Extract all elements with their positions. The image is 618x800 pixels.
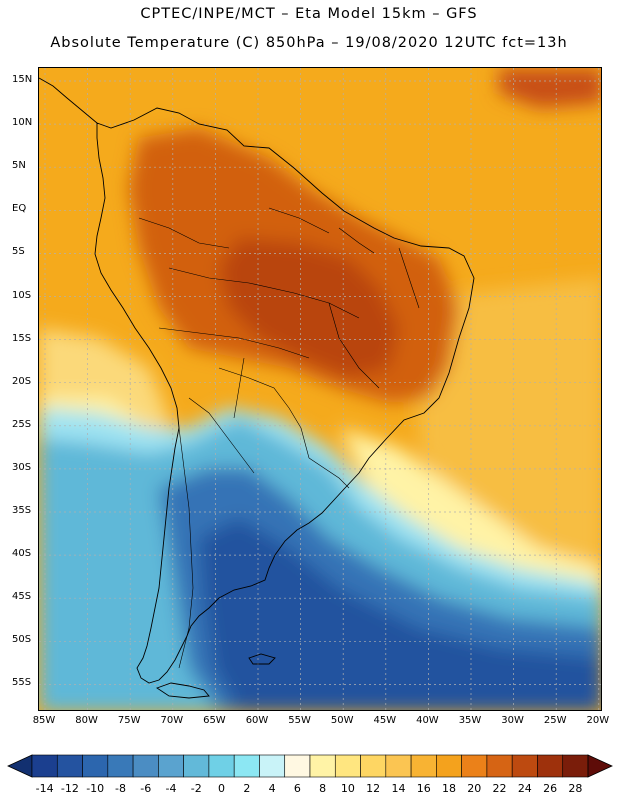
colorbar-tick-label: 4	[268, 782, 276, 795]
map-title-line-2: Absolute Temperature (C) 850hPa – 19/08/…	[50, 35, 568, 51]
colorbar-tick-label: 2	[243, 782, 251, 795]
colorbar-tick-label: 0	[218, 782, 226, 795]
heat-core	[219, 238, 399, 378]
colorbar-upper-arrow	[587, 754, 613, 778]
colorbar-swatch	[410, 754, 437, 778]
latitude-label: 30S	[12, 461, 32, 473]
country-borders	[138, 207, 420, 669]
colorbar-swatch	[208, 754, 235, 778]
latitude-label: 15S	[12, 332, 32, 344]
tierra-del-fuego-outline	[156, 682, 210, 699]
latitude-label: 5N	[12, 160, 26, 172]
graticule	[39, 68, 601, 710]
latitude-label: 10S	[12, 289, 32, 301]
colorbar-tick-label: 8	[319, 782, 327, 795]
south-america-outline	[94, 107, 475, 684]
colorbar-tick-label: 10	[340, 782, 355, 795]
longitude-label: 35W	[458, 715, 482, 726]
colorbar-swatch	[537, 754, 564, 778]
deep-polar-core	[199, 518, 601, 710]
colorbar-swatch	[334, 754, 361, 778]
colorbar-tick-label: 14	[391, 782, 406, 795]
colorbar-swatch	[107, 754, 134, 778]
latitude-label: 45S	[12, 591, 32, 603]
longitude-label: 30W	[501, 715, 524, 726]
longitude-label: 25W	[543, 715, 567, 726]
coastlines	[39, 77, 475, 699]
colorbar-swatch	[158, 754, 184, 778]
colorbar-tick-label: 24	[517, 782, 532, 795]
longitude-label: 45W	[373, 715, 397, 726]
caribbean-warm-patch	[499, 68, 601, 108]
colorbar-tick-label: 28	[568, 782, 583, 795]
latitude-label: 20S	[12, 375, 32, 387]
colorbar-swatch	[385, 754, 412, 778]
colorbar-swatch	[309, 754, 336, 778]
temperature-field	[39, 68, 601, 710]
colorbar-tick-label: 22	[492, 782, 507, 795]
colorbar-swatch	[284, 754, 311, 778]
longitude-label: 50W	[330, 715, 354, 726]
colorbar-tick-label: 6	[293, 782, 301, 795]
colorbar-swatch	[56, 754, 83, 778]
longitude-label: 80W	[75, 715, 98, 726]
latitude-label: 10N	[12, 117, 33, 129]
longitude-label: 55W	[288, 715, 311, 726]
map-title-line-1: CPTEC/INPE/MCT – Eta Model 15km – GFS	[140, 6, 478, 22]
colorbar	[7, 754, 613, 778]
subtropical-belt	[419, 278, 601, 628]
colorbar-swatch	[82, 754, 109, 778]
colorbar-swatch	[233, 754, 260, 778]
longitude-label: 85W	[32, 715, 56, 726]
colorbar-swatch	[183, 754, 210, 778]
colorbar-swatch	[259, 754, 286, 778]
colorbar-tick-label: 20	[467, 782, 482, 795]
colorbar-swatch	[436, 754, 462, 778]
latitude-label: 15N	[12, 74, 33, 85]
colorbar-tick-label: -4	[165, 782, 177, 795]
latitude-label: 55S	[12, 677, 32, 689]
colorbar-tick-label: -8	[114, 782, 126, 795]
colorbar-tick-label: 18	[442, 782, 456, 795]
colorbar-swatch	[562, 754, 589, 778]
falklands-outline	[248, 653, 276, 665]
central-america-outline	[39, 77, 98, 124]
colorbar-tick-label: 16	[416, 782, 431, 795]
colorbar-swatch	[31, 754, 58, 778]
colorbar-tick-label: -2	[190, 782, 202, 795]
latitude-label: 25S	[12, 418, 32, 430]
colorbar-tick-label: -14	[35, 782, 54, 795]
latitude-label: EQ	[12, 203, 27, 215]
colorbar-swatch	[461, 754, 488, 778]
latitude-label: 40S	[12, 548, 32, 560]
longitude-label: 40W	[416, 715, 439, 726]
colorbar-tick-label: -10	[86, 782, 105, 795]
colorbar-swatch	[511, 754, 538, 778]
longitude-label: 20W	[586, 715, 610, 726]
colorbar-swatch	[132, 754, 159, 778]
colorbar-tick-label: -12	[60, 782, 79, 795]
colorbar-tick-label: 26	[543, 782, 558, 795]
latitude-label: 50S	[12, 634, 32, 646]
longitude-label: 70W	[160, 715, 184, 726]
longitude-label: 60W	[245, 715, 269, 726]
colorbar-tick-label: -6	[140, 782, 152, 795]
colorbar-swatch	[486, 754, 513, 778]
colorbar-lower-arrow	[7, 754, 33, 778]
latitude-label: 35S	[12, 505, 32, 516]
latitude-label: 5S	[12, 246, 25, 258]
temperature-map	[38, 67, 602, 711]
colorbar-swatch	[360, 754, 387, 778]
colorbar-tick-label: 12	[366, 782, 381, 795]
longitude-label: 75W	[117, 715, 141, 726]
longitude-label: 65W	[203, 715, 226, 726]
